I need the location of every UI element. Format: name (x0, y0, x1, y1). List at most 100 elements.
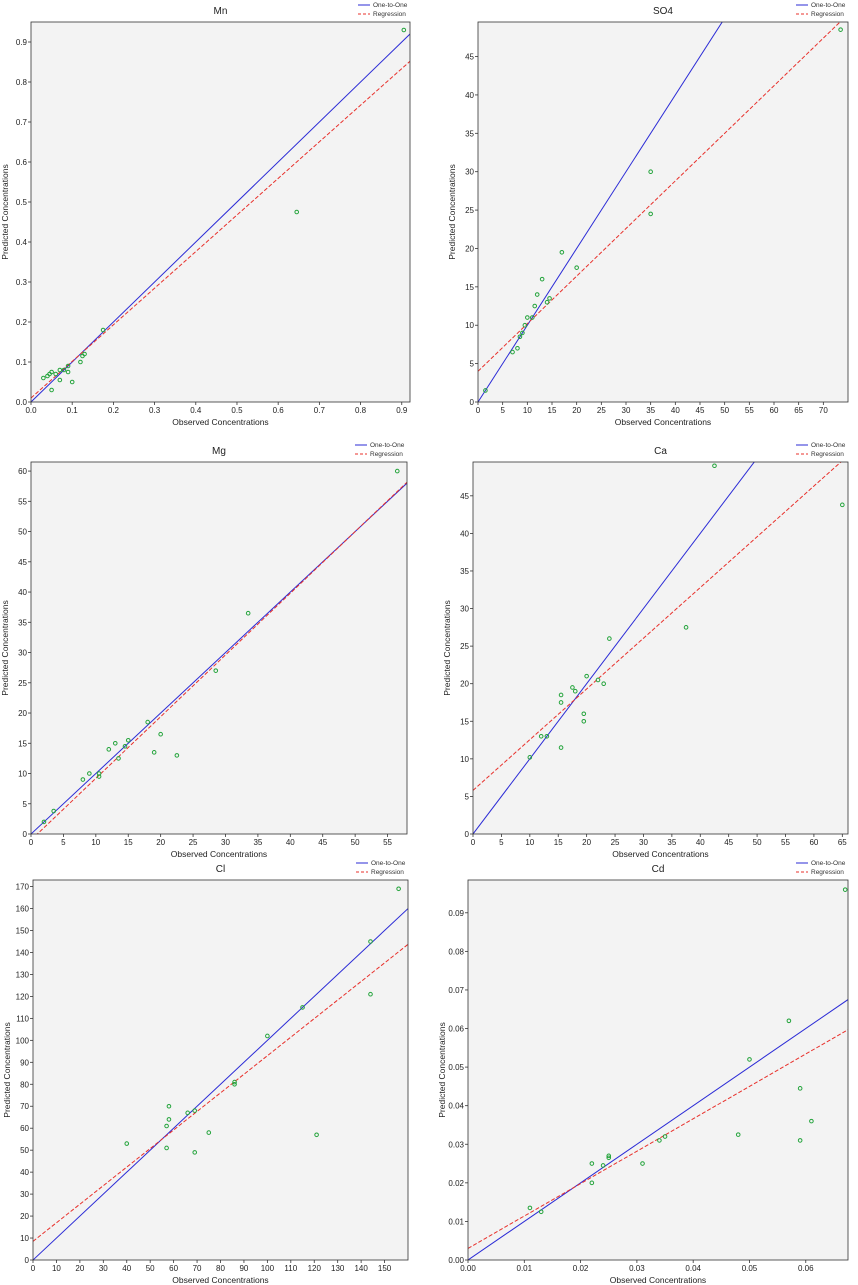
y-tick-label: 60 (20, 1124, 29, 1133)
regression-line (31, 60, 410, 399)
y-tick-label: 30 (20, 1190, 29, 1199)
y-tick-label: 0.0 (16, 398, 28, 407)
y-tick-label: 0.5 (16, 198, 28, 207)
data-point (51, 808, 56, 814)
data-point (538, 1209, 544, 1215)
data-point (232, 1079, 237, 1085)
data-point (640, 1161, 645, 1166)
x-tick-label: 0.00 (460, 1264, 476, 1273)
y-tick-label: 120 (16, 992, 30, 1001)
y-tick-label: 0.9 (16, 38, 28, 47)
data-point (185, 1110, 190, 1116)
data-point (584, 673, 589, 679)
chart-title: Mn (214, 6, 228, 17)
y-tick-label: 90 (20, 1058, 29, 1067)
data-point (53, 371, 59, 377)
legend-label: Regression (371, 869, 404, 876)
y-tick-label: 0 (470, 398, 475, 407)
legend-label: Regression (370, 451, 403, 458)
series-lines (31, 481, 407, 834)
x-tick-label: 130 (331, 1264, 345, 1273)
x-axis-title: Observed Concentrations (172, 417, 268, 427)
x-tick-label: 50 (146, 1264, 155, 1273)
data-point (525, 315, 530, 320)
data-point (838, 27, 843, 32)
legend-label: One-to-One (370, 442, 405, 449)
x-tick-label: 120 (308, 1264, 322, 1273)
y-tick-label: 10 (18, 770, 27, 779)
chart-title: Cd (652, 864, 665, 875)
series-lines (473, 462, 842, 834)
data-point (600, 1163, 606, 1168)
data-point (559, 250, 565, 255)
series-lines (478, 22, 841, 402)
data-point (57, 377, 63, 383)
data-point (606, 1153, 612, 1159)
data-point (368, 991, 373, 997)
data-point (174, 753, 180, 758)
x-tick-label: 50 (720, 406, 729, 415)
x-tick-label: 50 (753, 838, 762, 847)
legend-label: Regression (811, 869, 844, 876)
data-point (166, 1103, 172, 1109)
x-tick-label: 0.5 (231, 406, 243, 415)
x-tick-label: 45 (724, 838, 733, 847)
y-tick-label: 20 (465, 244, 474, 253)
data-point (589, 1180, 595, 1186)
regression-line (478, 22, 841, 372)
one-to-one-line (33, 908, 408, 1260)
x-tick-label: 20 (582, 838, 591, 847)
x-tick-label: 90 (239, 1264, 248, 1273)
y-tick-label: 20 (20, 1212, 29, 1221)
legend-label: One-to-One (811, 442, 846, 449)
plot-frame (472, 461, 849, 835)
data-point (558, 745, 564, 750)
data-point (809, 1118, 814, 1124)
data-point (158, 731, 163, 737)
data-point (65, 363, 71, 369)
x-tick-label: 110 (284, 1264, 297, 1273)
x-tick-label: 0.06 (798, 1264, 814, 1273)
y-tick-label: 45 (18, 558, 27, 567)
plot-area (473, 462, 848, 834)
legend-label: One-to-One (811, 860, 846, 867)
y-tick-label: 70 (20, 1102, 29, 1111)
data-point (534, 292, 540, 297)
y-tick-label: 0.04 (448, 1102, 464, 1111)
data-point (401, 27, 407, 33)
x-tick-label: 100 (261, 1264, 275, 1273)
data-point (396, 886, 401, 892)
one-to-one-line (31, 33, 410, 402)
data-point (842, 887, 848, 892)
data-point (96, 771, 102, 776)
plot-area (468, 880, 848, 1260)
x-tick-label: 0.01 (517, 1264, 533, 1273)
series-lines (31, 33, 410, 402)
data-point (57, 367, 63, 373)
x-tick-label: 15 (124, 838, 133, 847)
data-point (49, 369, 54, 375)
data-point (574, 265, 579, 270)
data-point (80, 777, 86, 782)
x-axis-title: Observed Concentrations (615, 417, 711, 427)
y-tick-label: 0.4 (16, 238, 28, 247)
x-tick-label: 0.2 (108, 406, 120, 415)
x-tick-label: 55 (745, 406, 754, 415)
y-tick-label: 15 (465, 283, 474, 292)
y-tick-label: 0.1 (16, 358, 28, 367)
y-tick-label: 30 (460, 605, 469, 614)
data-point (735, 1132, 741, 1137)
x-tick-label: 0 (31, 1264, 36, 1273)
data-point (747, 1057, 752, 1062)
x-tick-label: 0.02 (573, 1264, 589, 1273)
y-tick-label: 0 (23, 830, 28, 839)
data-point (166, 1117, 172, 1122)
regression-line (33, 943, 408, 1242)
x-tick-label: 45 (318, 838, 327, 847)
x-tick-label: 70 (819, 406, 828, 415)
y-tick-label: 10 (460, 755, 469, 764)
y-tick-label: 0.05 (448, 1063, 464, 1072)
y-tick-label: 0.3 (16, 278, 28, 287)
x-tick-label: 10 (525, 838, 534, 847)
data-point (529, 315, 535, 320)
